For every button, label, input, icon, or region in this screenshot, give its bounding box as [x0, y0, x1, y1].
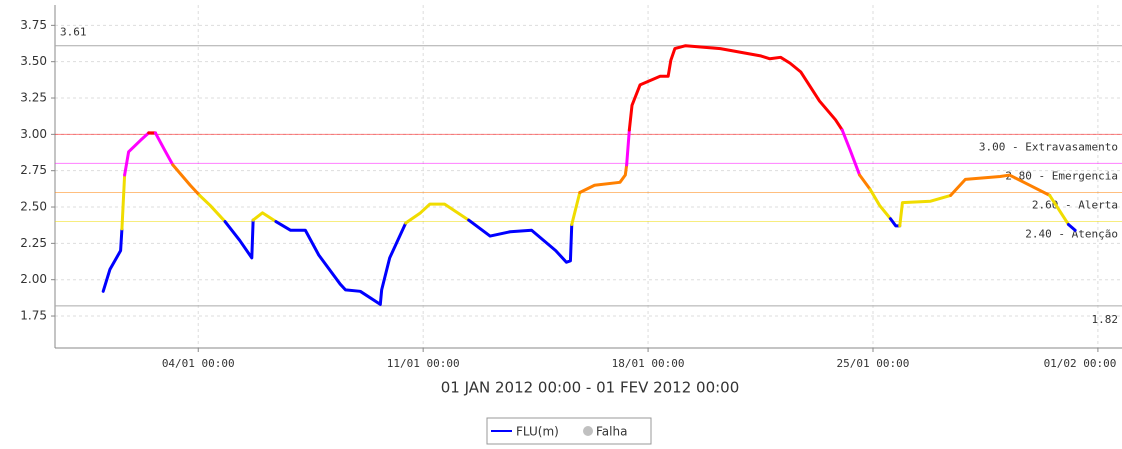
data-line	[123, 131, 151, 177]
data-line	[1048, 193, 1070, 226]
data-line	[888, 217, 902, 228]
data-line	[858, 173, 872, 192]
data-line	[404, 202, 471, 225]
threshold-label: 2.60 - Alerta	[1032, 198, 1118, 211]
reference-label: 1.82	[1092, 313, 1119, 326]
legend-label: FLU(m)	[516, 425, 559, 439]
data-line	[467, 218, 574, 264]
data-line	[578, 163, 629, 194]
data-line	[120, 173, 127, 231]
y-tick-label: 2.50	[20, 200, 47, 214]
y-tick-label: 2.75	[20, 163, 47, 177]
data-line	[840, 128, 862, 177]
y-tick-label: 2.00	[20, 272, 47, 286]
legend-dot	[583, 426, 593, 436]
data-line	[625, 128, 631, 167]
data-line	[1066, 222, 1077, 232]
threshold-label: 2.40 - Atenção	[1025, 228, 1118, 241]
legend-label: Falha	[596, 425, 627, 439]
y-tick-label: 3.25	[20, 91, 47, 105]
x-axis-label: 01 JAN 2012 00:00 - 01 FEV 2012 00:00	[441, 379, 740, 397]
data-line	[898, 193, 953, 228]
threshold-label: 2.80 - Emergencia	[1005, 169, 1118, 182]
data-line	[949, 173, 1052, 197]
x-tick-label: 11/01 00:00	[387, 357, 460, 370]
data-line	[101, 227, 124, 293]
y-tick-label: 3.75	[20, 18, 47, 32]
x-tick-label: 04/01 00:00	[162, 357, 235, 370]
data-line	[627, 44, 844, 132]
data-line	[274, 220, 408, 306]
data-line	[171, 163, 202, 197]
y-tick-label: 1.75	[20, 309, 47, 323]
legend	[486, 417, 652, 445]
data-line	[251, 211, 278, 224]
y-tick-label: 3.00	[20, 127, 47, 141]
threshold-label: 3.00 - Extravasamento	[979, 140, 1118, 153]
data-line	[198, 193, 227, 224]
reference-label: 3.61	[60, 26, 87, 39]
data-line	[223, 218, 255, 260]
data-line	[570, 190, 582, 226]
data-line	[868, 188, 892, 221]
data-line	[153, 131, 175, 167]
x-tick-label: 01/02 00:00	[1044, 357, 1117, 370]
y-tick-label: 3.50	[20, 54, 47, 68]
x-tick-label: 18/01 00:00	[612, 357, 685, 370]
x-tick-label: 25/01 00:00	[837, 357, 910, 370]
y-tick-label: 2.25	[20, 236, 47, 250]
